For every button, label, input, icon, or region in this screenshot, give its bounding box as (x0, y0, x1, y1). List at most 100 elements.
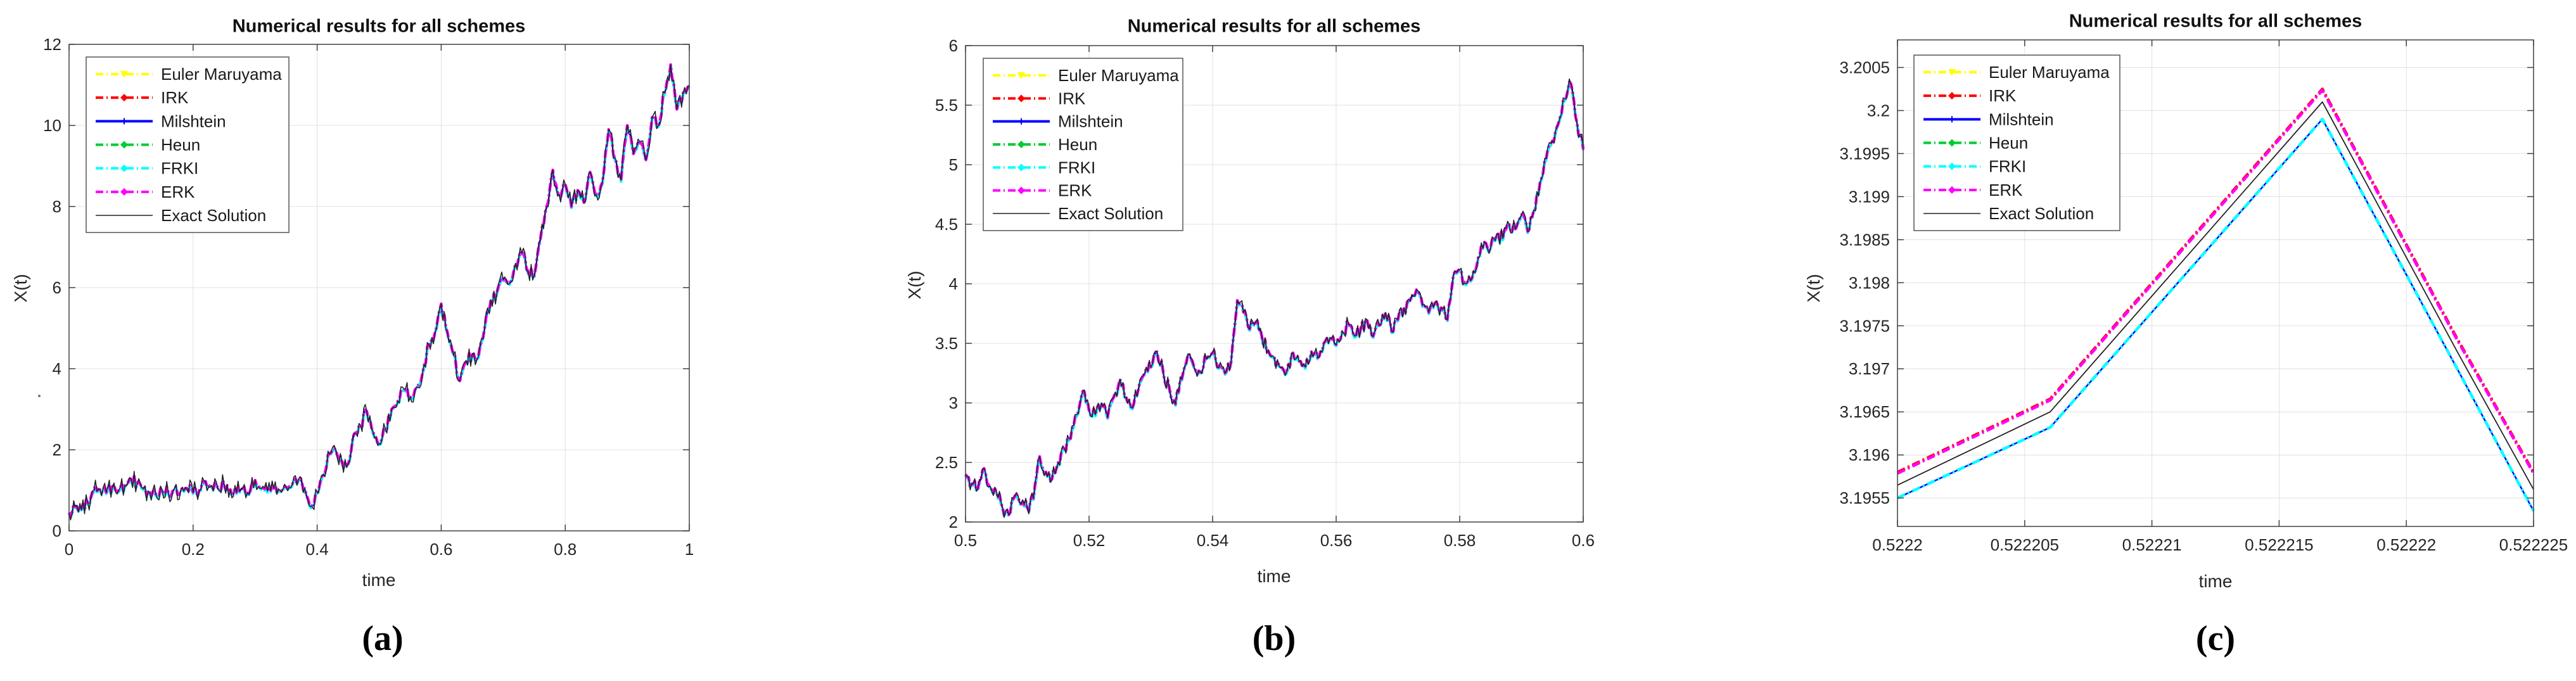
plot-svg-c: 0.5222 0.522205 0.52221 0.522215 0.52222 0.52… (1839, 39, 2568, 554)
series-line-exact-solution (68, 64, 690, 521)
y-tick-label-2: 4 (53, 359, 61, 378)
y-tick-label-1: 3.196 (1849, 445, 1890, 464)
y-tick-label-4: 3.1975 (1839, 316, 1890, 335)
legend-marker-diamond-4 (120, 164, 128, 172)
y-tick-label-3: 6 (53, 278, 61, 297)
x-tick-label-2: 0.52221 (2122, 535, 2182, 554)
y-tick-label-1: 2 (53, 440, 61, 459)
legend-marker-diamond-4 (1017, 163, 1025, 172)
chart-title-b: Numerical results for all schemes (1127, 16, 1421, 37)
y-tick-label-6: 5 (949, 155, 958, 174)
y-tick-label-4: 4 (949, 274, 958, 293)
series-line-exact-solution (1897, 101, 2534, 490)
x-tick-label-0: 0.5 (954, 531, 977, 550)
legend-marker-diamond-3 (120, 141, 128, 149)
y-tick-label-0: 3.1955 (1839, 488, 1890, 507)
plot-svg-b: 0.5 0.52 0.54 0.56 0.58 0.6 2 2.5 3 3.5 4 4.5 5 5.5 6 E… (935, 36, 1595, 550)
legend-marker-diamond-5 (1017, 186, 1025, 194)
x-tick-label-3: 0.6 (430, 540, 452, 559)
legend-label-6: Exact Solution (161, 206, 266, 225)
chart-title-c: Numerical results for all schemes (2069, 11, 2362, 32)
panel-c: 0.5222 0.522205 0.52221 0.522215 0.52222 0.52… (1717, 0, 2576, 681)
legend-box (86, 56, 290, 233)
legend-marker-triangle-0 (1948, 69, 1956, 76)
legend-label-6: Exact Solution (1989, 204, 2094, 223)
x-axis-label-b: time (1257, 566, 1291, 586)
legend-label-4: FRKI (161, 159, 198, 178)
y-axis-label-b: X(t) (905, 270, 924, 300)
legend-label-0: Euler Maruyama (1989, 63, 2110, 82)
legend-label-0: Euler Maruyama (1058, 66, 1179, 85)
y-tick-label-2: 3.1965 (1839, 402, 1890, 421)
legend-label-2: Milshtein (161, 111, 226, 130)
x-tick-label-1: 0.52 (1073, 531, 1106, 550)
legend-label-5: ERK (161, 182, 195, 201)
y-tick-label-6: 3.1985 (1839, 230, 1890, 249)
panel-b: 0.5 0.52 0.54 0.56 0.58 0.6 2 2.5 3 3.5 4 4.5 5 5.5 6 E… (858, 0, 1717, 681)
series-line-erk (1897, 89, 2535, 475)
y-tick-label-4: 8 (53, 197, 61, 216)
x-tick-label-1: 0.522205 (1991, 535, 2059, 554)
x-tick-label-0: 0.5222 (1872, 535, 1923, 554)
y-axis-label-a: X(t) (11, 274, 30, 303)
legend-marker-triangle-0 (120, 71, 128, 78)
legend-box (983, 58, 1183, 231)
y-tick-label-0: 0 (53, 521, 61, 540)
legend-label-4: FRKI (1058, 158, 1095, 177)
legend-marker-triangle-0 (1017, 72, 1025, 79)
legend-marker-diamond-1 (1017, 94, 1025, 103)
y-tick-label-1: 2.5 (935, 453, 958, 472)
legend-label-1: IRK (1989, 86, 2017, 105)
x-tick-label-1: 0.2 (182, 540, 205, 559)
chart-title-a: Numerical results for all schemes (232, 16, 526, 37)
y-tick-label-3: 3.197 (1849, 359, 1890, 378)
panel-a: 0 0.2 0.4 0.6 0.8 1 0 2 4 6 8 10 12 Euler Maruyama IRK… (0, 0, 858, 681)
y-tick-label-6: 12 (43, 35, 61, 54)
legend-label-3: Heun (1058, 135, 1097, 154)
legend-marker-diamond-3 (1948, 139, 1956, 147)
legend-label-1: IRK (161, 88, 189, 107)
legend-label-6: Exact Solution (1058, 204, 1163, 223)
x-tick-label-3: 0.522215 (2245, 535, 2313, 554)
y-tick-label-3: 3.5 (935, 334, 958, 353)
y-tick-label-9: 3.2 (1867, 101, 1890, 120)
x-axis-label-a: time (362, 570, 396, 590)
y-tick-label-10: 3.2005 (1839, 58, 1890, 77)
legend-marker-diamond-3 (1017, 141, 1025, 148)
y-tick-label-7: 5.5 (935, 96, 958, 115)
legend-marker-diamond-5 (120, 188, 128, 196)
y-tick-label-5: 3.198 (1849, 273, 1890, 292)
legend-label-0: Euler Maruyama (161, 65, 282, 84)
y-tick-label-8: 3.1995 (1839, 144, 1890, 163)
x-tick-label-5: 1 (685, 540, 694, 559)
y-tick-label-5: 10 (43, 116, 61, 135)
legend-label-4: FRKI (1989, 157, 2026, 176)
x-tick-label-3: 0.56 (1320, 531, 1353, 550)
legend-label-3: Heun (1989, 134, 2028, 153)
caption-b: (b) (1252, 619, 1296, 658)
x-tick-label-2: 0.4 (306, 540, 329, 559)
y-tick-label-0: 2 (949, 512, 958, 531)
legend-marker-diamond-1 (1948, 92, 1956, 100)
caption-c: (c) (2195, 619, 2236, 658)
x-tick-label-4: 0.58 (1444, 531, 1476, 550)
legend-label-5: ERK (1989, 181, 2023, 200)
legend-label-5: ERK (1058, 181, 1092, 200)
x-tick-label-4: 0.8 (554, 540, 577, 559)
y-tick-label-8: 6 (949, 36, 958, 55)
x-tick-label-2: 0.54 (1197, 531, 1229, 550)
legend-marker-diamond-4 (1948, 162, 1956, 170)
legend-label-2: Milshtein (1989, 110, 2054, 129)
series-line-frki (1897, 117, 2535, 512)
y-tick-label-5: 4.5 (935, 215, 958, 234)
x-axis-label-c: time (2198, 571, 2233, 591)
y-axis-label-c: X(t) (1804, 274, 1823, 303)
legend-marker-diamond-1 (120, 94, 128, 102)
y-tick-label-7: 3.199 (1849, 187, 1890, 206)
x-tick-label-0: 0 (65, 540, 73, 559)
legend-marker-diamond-5 (1948, 186, 1956, 194)
x-tick-label-4: 0.52222 (2376, 535, 2436, 554)
x-tick-label-5: 0.522225 (2499, 535, 2568, 554)
